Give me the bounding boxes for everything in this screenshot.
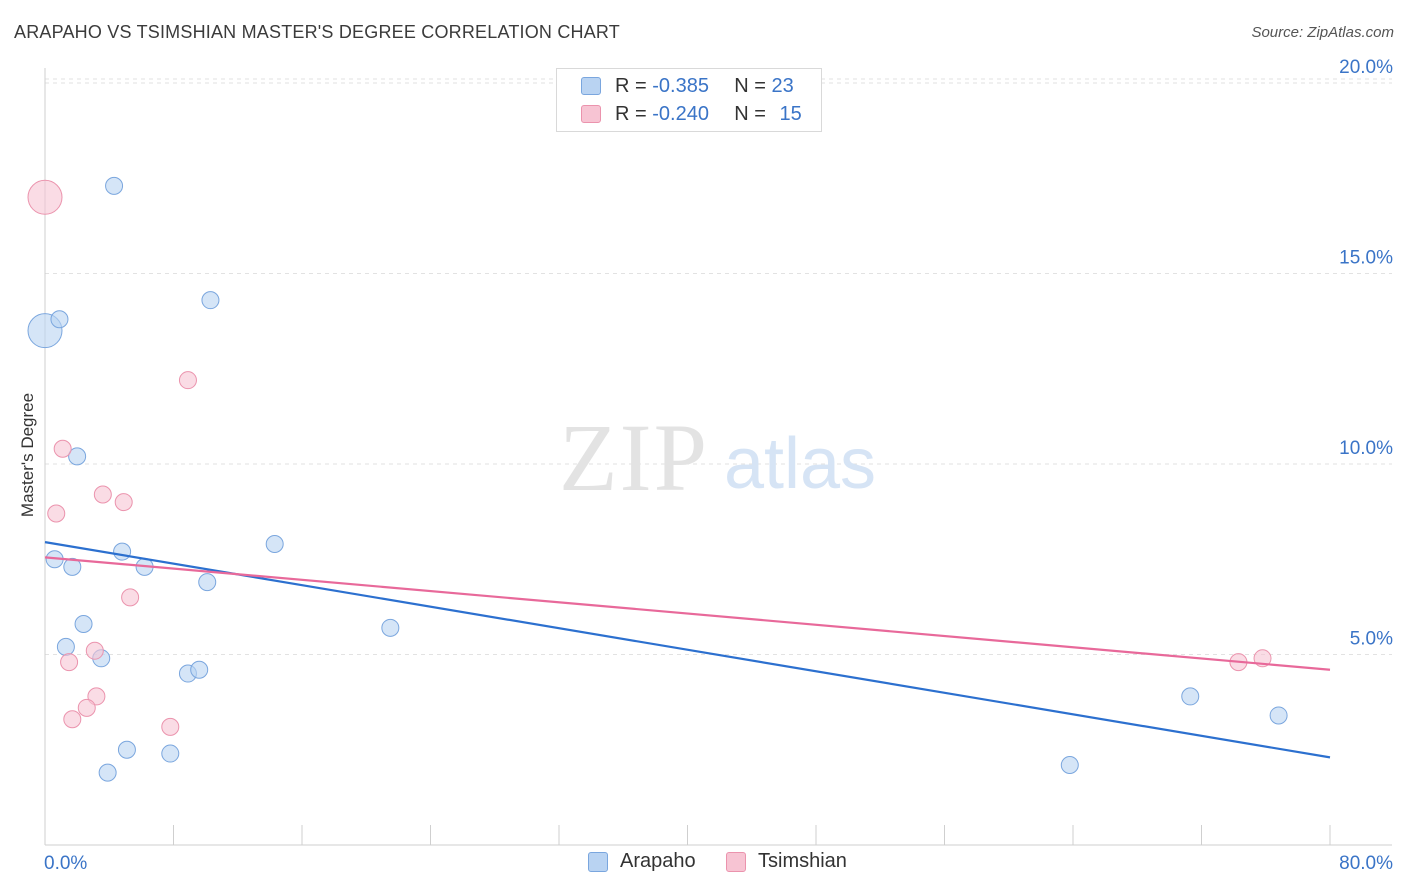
arapaho-point bbox=[56, 637, 75, 656]
arapaho-point bbox=[1181, 687, 1200, 706]
arapaho-point bbox=[98, 763, 117, 782]
y-tick-label: 10.0% bbox=[1339, 438, 1393, 459]
chart-title: ARAPAHO VS TSIMSHIAN MASTER'S DEGREE COR… bbox=[14, 22, 621, 42]
arapaho-point bbox=[113, 542, 132, 561]
arapaho-point bbox=[63, 557, 82, 576]
trend-lines bbox=[44, 541, 1331, 759]
y-tick-label: 20.0% bbox=[1339, 57, 1393, 78]
arapaho-point bbox=[381, 618, 400, 637]
arapaho-point bbox=[50, 310, 69, 329]
legend-item-tsimshian: Tsimshian bbox=[726, 850, 847, 873]
arapaho-n-value: 23 bbox=[771, 74, 794, 97]
x-tick-label-max: 80.0% bbox=[1339, 853, 1393, 874]
correlation-legend: R = -0.385 N = 23 R = -0.240 N = 15 bbox=[556, 68, 822, 132]
tsimshian-point bbox=[178, 371, 197, 390]
tick-labels: 5.0% 10.0% 15.0% 20.0% 0.0% 80.0% bbox=[44, 57, 1393, 874]
tsimshian-n-value: 15 bbox=[779, 102, 802, 125]
data-points bbox=[27, 176, 1288, 782]
tsimshian-trend-line bbox=[44, 556, 1331, 671]
arapaho-legend-label: Arapaho bbox=[620, 850, 696, 872]
legend-item-arapaho: Arapaho bbox=[588, 850, 696, 873]
arapaho-point bbox=[1060, 755, 1079, 774]
arapaho-point bbox=[105, 176, 124, 195]
n-label: N = bbox=[734, 74, 766, 97]
axes bbox=[44, 68, 1392, 846]
tsimshian-swatch bbox=[581, 105, 601, 123]
tsimshian-point bbox=[60, 653, 79, 672]
watermark: ZIP atlas bbox=[559, 404, 876, 511]
arapaho-point bbox=[265, 535, 284, 554]
tsimshian-point bbox=[63, 710, 82, 729]
arapaho-point bbox=[68, 447, 87, 466]
arapaho-point bbox=[161, 744, 180, 763]
tsimshian-point bbox=[114, 493, 133, 512]
tsimshian-point bbox=[93, 485, 112, 504]
r-label: R = bbox=[615, 102, 647, 125]
arapaho-trend-line bbox=[44, 541, 1331, 759]
arapaho-point bbox=[201, 291, 220, 310]
tsimshian-point bbox=[53, 439, 72, 458]
y-tick-label: 15.0% bbox=[1339, 248, 1393, 269]
y-tick-label: 5.0% bbox=[1350, 629, 1393, 650]
x-tick-label-min: 0.0% bbox=[44, 853, 87, 874]
tsimshian-point bbox=[47, 504, 66, 523]
watermark-zip: ZIP bbox=[559, 404, 709, 511]
arapaho-r-value: -0.385 bbox=[652, 74, 709, 97]
tsimshian-point bbox=[121, 588, 140, 607]
n-label: N = bbox=[734, 102, 766, 125]
arapaho-point bbox=[1269, 706, 1288, 725]
tsimshian-r-value: -0.240 bbox=[652, 102, 709, 125]
arapaho-point bbox=[198, 573, 217, 592]
tsimshian-legend-label: Tsimshian bbox=[758, 850, 847, 872]
watermark-atlas: atlas bbox=[724, 424, 876, 504]
gridlines bbox=[45, 78, 1392, 655]
arapaho-swatch bbox=[581, 77, 601, 95]
tsimshian-point bbox=[27, 179, 63, 215]
r-label: R = bbox=[615, 74, 647, 97]
legend-row-tsimshian: R = -0.240 N = 15 bbox=[581, 101, 802, 127]
arapaho-point bbox=[117, 740, 136, 759]
tsimshian-point bbox=[85, 641, 104, 660]
legend-row-arapaho: R = -0.385 N = 23 bbox=[581, 73, 794, 99]
arapaho-legend-swatch bbox=[588, 851, 608, 872]
source-label: Source: ZipAtlas.com bbox=[1251, 24, 1394, 41]
tsimshian-point bbox=[161, 717, 180, 736]
tsimshian-point bbox=[77, 698, 96, 717]
y-axis-label: Master's Degree bbox=[18, 393, 37, 517]
arapaho-point bbox=[74, 615, 93, 634]
tsimshian-legend-swatch bbox=[726, 851, 746, 872]
arapaho-point bbox=[190, 660, 209, 679]
